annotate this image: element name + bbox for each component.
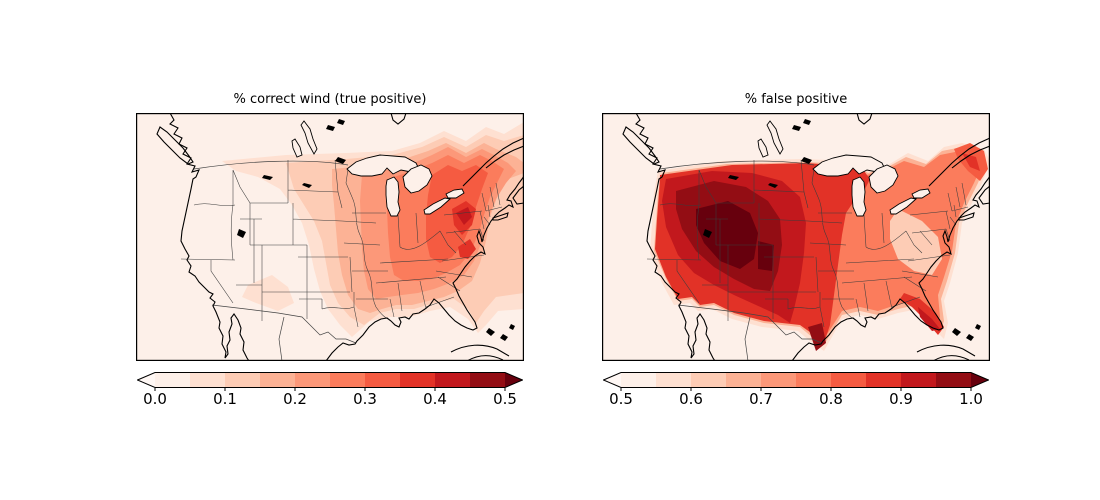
- colorbar-segment: [936, 372, 971, 388]
- colorbar-segment: [470, 372, 505, 388]
- colorbar-true-positive: [137, 372, 523, 391]
- colorbar-segment: [831, 372, 866, 388]
- contour-fills-false-positive: [650, 143, 990, 351]
- contour-band: [758, 241, 774, 271]
- colorbar-under-arrow: [603, 372, 621, 388]
- map-true-positive: [136, 113, 524, 361]
- colorbar-segment: [400, 372, 435, 388]
- colorbar-tick-marks: [154, 388, 506, 391]
- colorbar-segment: [796, 372, 831, 388]
- colorbar-tick-label: 0.4: [423, 390, 447, 408]
- contour-band: [696, 201, 758, 269]
- contour-band: [242, 275, 294, 311]
- map-frame: [136, 113, 524, 361]
- right-map-title: % false positive: [744, 92, 848, 107]
- contour-band-florida: [918, 307, 940, 331]
- colorbar-tick-label: 0.7: [749, 390, 773, 408]
- colorbar-tick-marks: [620, 388, 972, 391]
- colorbar-segment: [190, 372, 225, 388]
- colorbar-outline: [603, 372, 989, 388]
- map-panel-false-positive: [602, 113, 990, 361]
- colorbar-segment: [726, 372, 761, 388]
- colorbar-outline: [137, 372, 523, 388]
- colorbar-tick-label: 0.2: [283, 390, 307, 408]
- map-frame: [602, 113, 990, 361]
- colorbar-false-positive: [603, 372, 989, 391]
- colorbar-tick-label: 0.5: [609, 390, 633, 408]
- contour-band: [456, 207, 472, 225]
- colorbar-tick-label: 0.1: [213, 390, 237, 408]
- colorbar-segment: [866, 372, 901, 388]
- colorbar-over-arrow: [971, 372, 989, 388]
- colorbar-segment: [691, 372, 726, 388]
- colorbar-segment: [155, 372, 190, 388]
- contour-band: [458, 239, 476, 259]
- colorbar-tick-label: 0.3: [353, 390, 377, 408]
- colorbar-tick-label: 1.0: [959, 390, 983, 408]
- colorbar-segment: [901, 372, 936, 388]
- colorbar-tick-label: 0.5: [493, 390, 517, 408]
- colorbar-segment: [435, 372, 470, 388]
- map-panel-true-positive: [136, 113, 524, 361]
- colorbar-segment: [260, 372, 295, 388]
- colorbar-segment: [656, 372, 691, 388]
- colorbar-under-arrow: [137, 372, 155, 388]
- colorbar-segment: [295, 372, 330, 388]
- colorbar-segment: [621, 372, 656, 388]
- left-map-title: % correct wind (true positive): [233, 92, 427, 107]
- colorbar-tick-label: 0.0: [143, 390, 167, 408]
- contour-band: [890, 209, 942, 275]
- colorbar-over-arrow: [505, 372, 523, 388]
- colorbar-segment: [225, 372, 260, 388]
- map-false-positive: [602, 113, 990, 361]
- colorbar-segment: [330, 372, 365, 388]
- colorbar-segment: [365, 372, 400, 388]
- colorbar-tick-label: 0.9: [889, 390, 913, 408]
- colorbar-segment: [761, 372, 796, 388]
- colorbar-tick-label: 0.8: [819, 390, 843, 408]
- colorbar-tick-label: 0.6: [679, 390, 703, 408]
